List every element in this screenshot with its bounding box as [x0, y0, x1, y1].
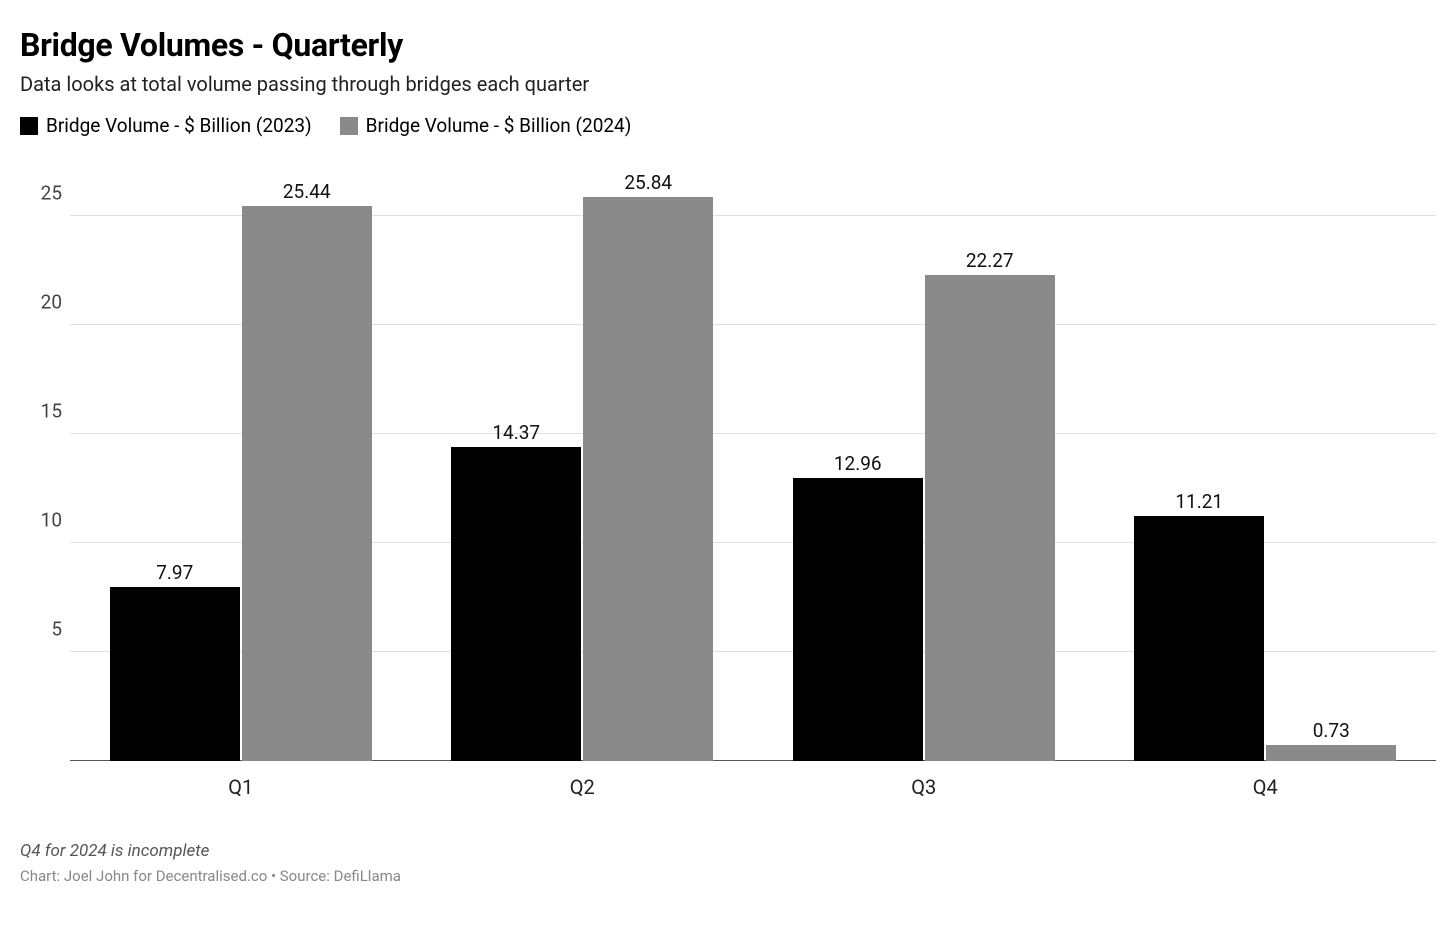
legend-item-2024: Bridge Volume - $ Billion (2024): [340, 114, 632, 137]
bar-pair: 14.3725.84: [451, 161, 713, 761]
chart-title: Bridge Volumes - Quarterly: [20, 26, 1436, 64]
legend-label-2024: Bridge Volume - $ Billion (2024): [366, 114, 632, 137]
bar-pair: 11.210.73: [1134, 161, 1396, 761]
bar-value-label: 11.21: [1175, 490, 1223, 513]
chart-subtitle: Data looks at total volume passing throu…: [20, 72, 1436, 96]
y-tick-label: 10: [20, 508, 62, 531]
bar-value-label: 22.27: [966, 249, 1014, 272]
bar-value-label: 12.96: [834, 452, 882, 475]
legend-item-2023: Bridge Volume - $ Billion (2023): [20, 114, 312, 137]
legend-label-2023: Bridge Volume - $ Billion (2023): [46, 114, 312, 137]
bar-pair: 12.9622.27: [793, 161, 1055, 761]
legend: Bridge Volume - $ Billion (2023) Bridge …: [20, 114, 1436, 137]
bar-value-label: 0.73: [1313, 719, 1350, 742]
bar-group: 14.3725.84Q2: [412, 161, 754, 761]
credit-line: Chart: Joel John for Decentralised.co • …: [20, 867, 1436, 885]
bar-value-label: 14.37: [492, 421, 540, 444]
bar-2024: 25.84: [583, 197, 713, 761]
bar-value-label: 25.84: [624, 171, 672, 194]
chart-area: 5101520257.9725.44Q114.3725.84Q212.9622.…: [20, 161, 1436, 811]
bar-value-label: 7.97: [156, 561, 193, 584]
y-tick-label: 25: [20, 181, 62, 204]
bar-2024: 0.73: [1266, 745, 1396, 761]
bar-pair: 7.9725.44: [110, 161, 372, 761]
x-tick-label: Q4: [1253, 775, 1278, 799]
bar-2023: 14.37: [451, 447, 581, 761]
plot-area: 5101520257.9725.44Q114.3725.84Q212.9622.…: [70, 161, 1436, 761]
bar-group: 12.9622.27Q3: [753, 161, 1095, 761]
bar-2023: 12.96: [793, 478, 923, 761]
bar-2023: 11.21: [1134, 516, 1264, 761]
y-tick-label: 15: [20, 399, 62, 422]
legend-swatch-2023: [20, 117, 38, 135]
bar-group: 7.9725.44Q1: [70, 161, 412, 761]
x-tick-label: Q2: [570, 775, 595, 799]
bar-2024: 22.27: [925, 275, 1055, 761]
bar-2024: 25.44: [242, 206, 372, 761]
bar-groups: 7.9725.44Q114.3725.84Q212.9622.27Q311.21…: [70, 161, 1436, 761]
bar-2023: 7.97: [110, 587, 240, 761]
y-tick-label: 20: [20, 290, 62, 313]
y-tick-label: 5: [20, 617, 62, 640]
bar-group: 11.210.73Q4: [1095, 161, 1437, 761]
legend-swatch-2024: [340, 117, 358, 135]
footnote: Q4 for 2024 is incomplete: [20, 841, 1436, 861]
x-tick-label: Q1: [228, 775, 253, 799]
bar-value-label: 25.44: [283, 180, 331, 203]
x-tick-label: Q3: [911, 775, 936, 799]
